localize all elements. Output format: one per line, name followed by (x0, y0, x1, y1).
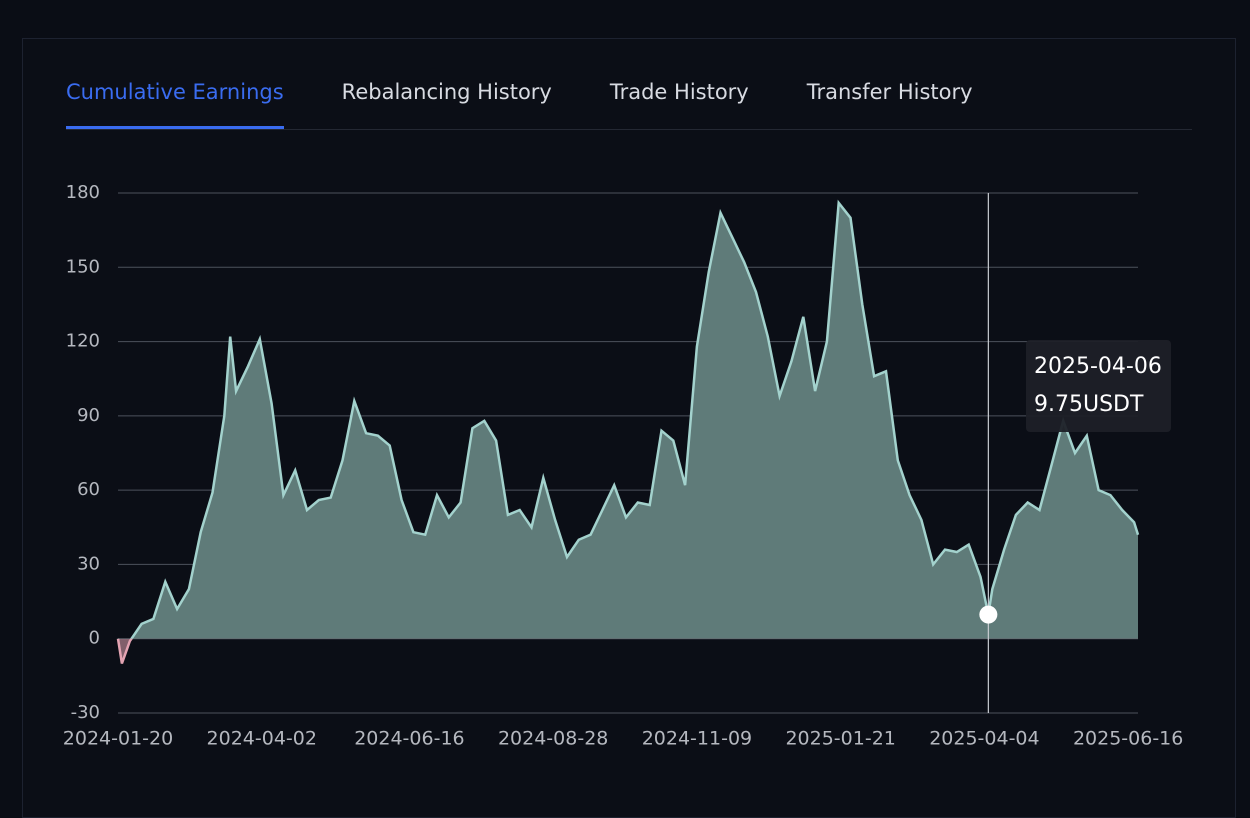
tab[interactable]: Cumulative Earnings (66, 77, 284, 129)
y-tick-label: 30 (77, 553, 100, 574)
x-tick-label: 2025-06-16 (1073, 728, 1183, 750)
chart: -30 0 30 60 90 120 150 180 2024-01-20 2024-04-02 2… (63, 182, 1184, 750)
x-tick-label: 2024-04-02 (207, 728, 317, 750)
tooltip-box (1026, 340, 1171, 432)
page: Cumulative Earnings Rebalancing History Tr… (22, 38, 1236, 818)
x-tick-label: 2025-04-04 (929, 728, 1039, 750)
area-positive (118, 202, 1138, 639)
y-tick-label: 150 (66, 256, 100, 277)
y-tick-label: 180 (66, 182, 100, 203)
y-tick-label: 120 (66, 331, 100, 352)
x-tick-label: 2025-01-21 (785, 728, 895, 750)
y-tick-label: -30 (71, 702, 100, 723)
y-tick-label: 90 (77, 405, 100, 426)
y-tick-label: 60 (77, 479, 100, 500)
x-tick-label: 2024-01-20 (63, 728, 173, 750)
tab[interactable]: Transfer History (806, 80, 973, 104)
y-tick-label: 0 (89, 628, 100, 649)
hover-point (979, 605, 998, 624)
tooltip-value: 9.75USDT (1034, 392, 1144, 417)
x-tick-label: 2024-11-09 (642, 728, 752, 750)
tab[interactable]: Rebalancing History (341, 80, 552, 104)
line-positive (117, 199, 1140, 639)
tooltip-date: 2025-04-06 (1034, 354, 1162, 379)
tab[interactable]: Trade History (609, 80, 749, 104)
x-tick-label: 2024-08-28 (498, 728, 608, 750)
x-tick-label: 2024-06-16 (354, 728, 464, 750)
tab-bar: Cumulative Earnings Rebalancing History Tr… (66, 77, 1192, 130)
